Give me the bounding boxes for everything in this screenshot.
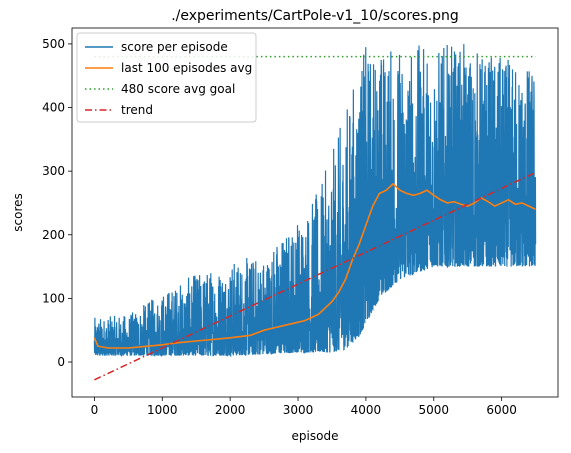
x-axis: 0 1000 2000 3000 4000 5000 6000 bbox=[91, 397, 517, 417]
chart-title: ./experiments/CartPole-v1_10/scores.png bbox=[171, 8, 459, 24]
x-tick-label-4: 4000 bbox=[351, 403, 382, 417]
legend-box bbox=[76, 32, 257, 123]
plot-area bbox=[71, 27, 559, 398]
x-tick-label-2: 2000 bbox=[215, 403, 246, 417]
y-tick-label-4: 400 bbox=[42, 101, 65, 115]
y-tick-label-3: 300 bbox=[42, 164, 65, 178]
y-tick-label-2: 200 bbox=[42, 228, 65, 242]
legend-label-2: 480 score avg goal bbox=[121, 82, 235, 96]
x-tick-label-5: 5000 bbox=[419, 403, 450, 417]
x-axis-label: episode bbox=[292, 429, 339, 443]
x-tick-label-1: 1000 bbox=[147, 403, 178, 417]
y-tick-label-5: 500 bbox=[42, 37, 65, 51]
legend: score per episode last 100 episodes avg 48… bbox=[76, 32, 257, 123]
series-line-1 bbox=[93, 182, 536, 349]
y-axis-label: scores bbox=[11, 193, 25, 232]
y-tick-label-0: 0 bbox=[57, 355, 65, 369]
plot-frame bbox=[71, 27, 559, 398]
legend-label-0: score per episode bbox=[121, 40, 228, 54]
legend-label-1: last 100 episodes avg bbox=[121, 61, 252, 75]
x-tick-label-0: 0 bbox=[91, 403, 99, 417]
y-axis: 0 100 200 300 400 500 bbox=[42, 37, 72, 369]
series-line-3 bbox=[94, 171, 536, 381]
y-tick-label-1: 100 bbox=[42, 291, 65, 305]
x-tick-label-3: 3000 bbox=[283, 403, 314, 417]
series-layer bbox=[93, 44, 537, 381]
legend-label-3: trend bbox=[121, 103, 153, 117]
x-tick-label-6: 6000 bbox=[486, 403, 517, 417]
